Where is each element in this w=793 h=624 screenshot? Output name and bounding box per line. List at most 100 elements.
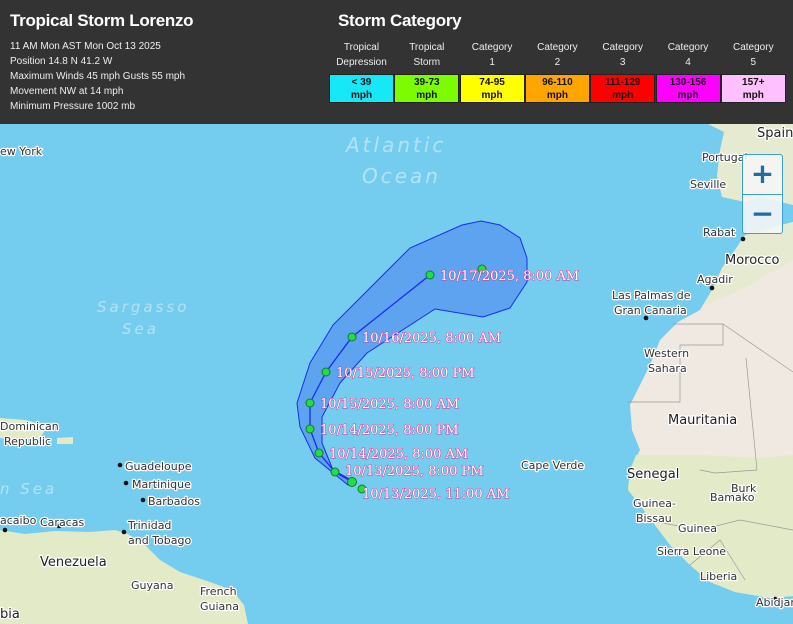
place-label: Morocco <box>725 253 779 268</box>
track-point[interactable] <box>305 398 315 408</box>
legend-category-label: Category 2 <box>525 40 590 70</box>
forecast-cone[interactable] <box>296 220 528 486</box>
legend-swatch: < 39 mph <box>329 74 394 103</box>
position: Position 14.8 N 41.2 W <box>10 56 113 67</box>
place-label: Senegal <box>627 467 679 482</box>
track-point-label: 10/13/2025, 11:00 AM <box>362 487 510 502</box>
place-label: Sierra Leone <box>657 545 726 558</box>
borders <box>627 323 793 581</box>
place-label: ew York <box>0 145 43 158</box>
track-point-label: 10/16/2025, 8:00 AM <box>362 331 501 346</box>
city-dot-icon <box>140 497 146 503</box>
category-line2: 4 <box>685 57 691 68</box>
track-point[interactable] <box>305 424 315 434</box>
city-dot-icon <box>117 462 123 468</box>
category-line1: Category <box>471 42 513 53</box>
track-point-label: 10/14/2025, 8:00 PM <box>320 423 459 438</box>
city-dot-icon <box>121 529 127 535</box>
track-point-label: 10/14/2025, 8:00 AM <box>329 447 468 462</box>
legend-title: Storm Category <box>338 11 462 30</box>
zoom-in-button[interactable]: + <box>750 157 775 190</box>
city-dot-icon <box>643 315 649 321</box>
place-label: Bissau <box>636 512 672 525</box>
track-point[interactable] <box>477 264 487 274</box>
place-labels: Spain Portugal Seville Rabat Morocco Agadir La… <box>0 125 793 624</box>
wind-range: 74-95 <box>479 77 505 88</box>
land-africa-south <box>628 455 793 598</box>
place-label: Caracas <box>40 516 84 529</box>
storm-track: 10/17/2025, 8:00 AM 10/16/2025, 8:00 AM 10… <box>305 264 580 503</box>
place-label: Mauritania <box>668 413 737 428</box>
movement: Movement NW at 14 mph <box>10 86 124 97</box>
wind-range: 39-73 <box>414 77 440 88</box>
category-line2: Storm <box>413 57 441 68</box>
place-label: Agadir <box>697 273 733 286</box>
city-dot-icon <box>2 527 8 533</box>
place-label: Guiana <box>200 600 239 613</box>
track-point[interactable] <box>314 448 324 458</box>
category-line2: 2 <box>554 57 561 68</box>
category-line1: Tropical <box>409 42 445 53</box>
legend-category-label: Category 1 <box>460 40 525 70</box>
wind-range: < 39 <box>351 77 372 88</box>
zoom-out-button[interactable]: − <box>743 194 782 233</box>
land-puerto-rico <box>57 437 73 444</box>
legend-category-label: Category 4 <box>656 40 721 70</box>
place-label: Las Palmas de <box>612 289 691 302</box>
place-label: Bamako <box>710 491 755 504</box>
category-line1: Category <box>733 42 774 53</box>
map[interactable]: Atlantic Ocean Sargasso Sea n Sea Spain P… <box>0 124 793 624</box>
track-point[interactable] <box>330 467 340 477</box>
zoom-control: + − <box>742 154 783 234</box>
category-line2: 3 <box>619 57 626 68</box>
city-dot-icon <box>772 596 778 602</box>
place-label: Guadeloupe <box>125 460 192 473</box>
legend-swatch: 74-95 mph <box>459 74 525 103</box>
legend-swatch: 39-73 mph <box>394 74 460 103</box>
place-label: bia <box>0 607 20 622</box>
city-dot-icon <box>709 285 715 291</box>
place-label: Rabat <box>703 226 736 239</box>
sea-label-sea: Sea <box>122 320 159 338</box>
track-point[interactable] <box>425 270 435 280</box>
wind-unit: mph <box>350 90 373 101</box>
storm-title: Tropical Storm Lorenzo <box>10 11 194 30</box>
place-label: Liberia <box>700 570 737 583</box>
wind-range: 111-129 <box>604 77 641 88</box>
wind-unit: mph <box>677 90 699 101</box>
place-label: Western <box>644 347 689 360</box>
land-morocco <box>705 222 793 305</box>
place-label: French <box>200 585 237 598</box>
track-point[interactable] <box>357 484 367 494</box>
track-point-label: 10/17/2025, 8:00 AM <box>440 269 579 284</box>
place-label: Trinidad <box>127 519 171 532</box>
legend-category-label: Tropical Storm <box>394 40 459 70</box>
wind-unit: mph <box>546 90 568 101</box>
track-point[interactable] <box>347 477 357 487</box>
advisory-time: 11 AM Mon AST Mon Oct 13 2025 <box>10 41 161 52</box>
wind-unit: mph <box>612 90 634 101</box>
place-label: Dominican <box>0 420 59 433</box>
max-winds: Maximum Winds 45 mph Gusts 55 mph <box>10 71 186 82</box>
track-point[interactable] <box>347 332 357 342</box>
wind-range: 130-156 <box>669 77 707 88</box>
place-label: Venezuela <box>40 555 107 570</box>
legend-category-label: Category 5 <box>721 40 786 70</box>
wind-range: 157+ <box>742 77 765 88</box>
category-line1: Tropical <box>343 42 380 53</box>
sea-label-atlantic: Atlantic <box>344 133 446 157</box>
place-label: Barbados <box>148 495 200 508</box>
place-label: acaibo <box>0 514 37 527</box>
legend-swatch: 130-156 mph <box>655 74 721 103</box>
place-label: Spain <box>757 126 793 141</box>
place-label: Guyana <box>131 579 173 592</box>
map-canvas[interactable]: Atlantic Ocean Sargasso Sea n Sea Spain P… <box>0 124 793 624</box>
track-point[interactable] <box>321 367 331 377</box>
city-dot-icon <box>56 523 62 529</box>
wind-unit: mph <box>416 90 438 101</box>
city-dot-icon <box>740 236 746 242</box>
category-line1: Category <box>667 42 709 53</box>
min-pressure: Minimum Pressure 1002 mb <box>10 101 136 112</box>
land-south-america <box>0 530 248 624</box>
category-line2: 1 <box>489 57 495 68</box>
